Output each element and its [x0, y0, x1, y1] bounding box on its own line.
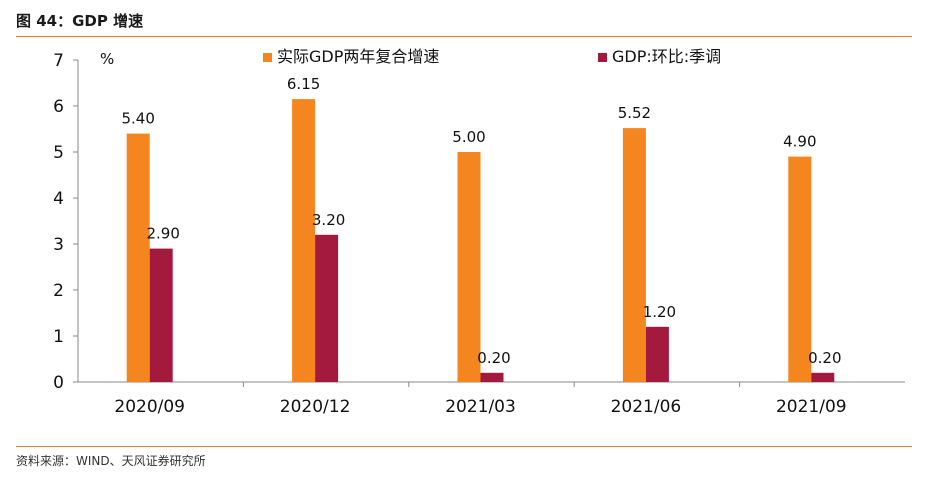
legend-label: GDP:环比:季调: [612, 47, 721, 66]
data-label: 6.15: [287, 75, 320, 93]
x-tick-label: 2020/12: [280, 397, 351, 417]
legend: 实际GDP两年复合增速 GDP:环比:季调: [263, 47, 721, 66]
data-label: 0.20: [808, 349, 841, 367]
y-tick-label: 4: [53, 189, 64, 209]
bar-qoq: [645, 326, 669, 382]
y-tick-label: 3: [53, 235, 64, 255]
bars: [126, 99, 835, 382]
bottom-rule: [16, 446, 912, 447]
data-label: 5.40: [121, 110, 154, 128]
bar-chart: 0 1 2 3 4 5 6 7 % 5.40 2.90 6.15 3.20 5.00 0.20 5.52 1…: [53, 47, 905, 417]
source-note: 资料来源：WIND、天风证券研究所: [16, 454, 206, 468]
y-tick-label: 5: [53, 143, 64, 163]
top-rule: [16, 36, 912, 37]
bar-qoq: [480, 372, 504, 382]
bar-two-year-growth: [788, 156, 812, 382]
legend-swatch: [263, 53, 272, 62]
legend-label: 实际GDP两年复合增速: [277, 47, 439, 66]
data-label: 3.20: [312, 211, 345, 229]
data-label: 1.20: [643, 303, 676, 321]
data-label: 5.52: [618, 104, 651, 122]
x-tick-label: 2021/03: [445, 397, 516, 417]
y-unit-label: %: [100, 50, 114, 68]
bar-qoq: [811, 372, 835, 382]
axes: [73, 59, 905, 387]
y-tick-label: 7: [53, 51, 64, 71]
data-label: 5.00: [452, 128, 485, 146]
y-tick-label: 6: [53, 97, 64, 117]
figure-title: 图 44：GDP 增速: [16, 12, 144, 30]
bar-two-year-growth: [622, 128, 646, 382]
data-label: 4.90: [783, 133, 816, 151]
y-tick-labels: 0 1 2 3 4 5 6 7: [53, 51, 64, 393]
bar-two-year-growth: [457, 152, 481, 382]
bar-two-year-growth: [126, 133, 150, 382]
bar-two-year-growth: [292, 99, 316, 382]
data-label: 2.90: [146, 225, 179, 243]
y-tick-label: 0: [53, 373, 64, 393]
y-tick-label: 2: [53, 281, 64, 301]
x-tick-labels: 2020/09 2020/12 2021/03 2021/06 2021/09: [114, 397, 846, 417]
x-tick-label: 2021/06: [611, 397, 682, 417]
bar-qoq: [149, 248, 173, 382]
x-tick-label: 2021/09: [776, 397, 847, 417]
bar-qoq: [315, 234, 339, 382]
data-label: 0.20: [477, 349, 510, 367]
data-labels: 5.40 2.90 6.15 3.20 5.00 0.20 5.52 1.20 4.90 0.20: [121, 75, 841, 367]
y-tick-label: 1: [53, 327, 64, 347]
legend-swatch: [598, 53, 607, 62]
x-tick-label: 2020/09: [114, 397, 185, 417]
